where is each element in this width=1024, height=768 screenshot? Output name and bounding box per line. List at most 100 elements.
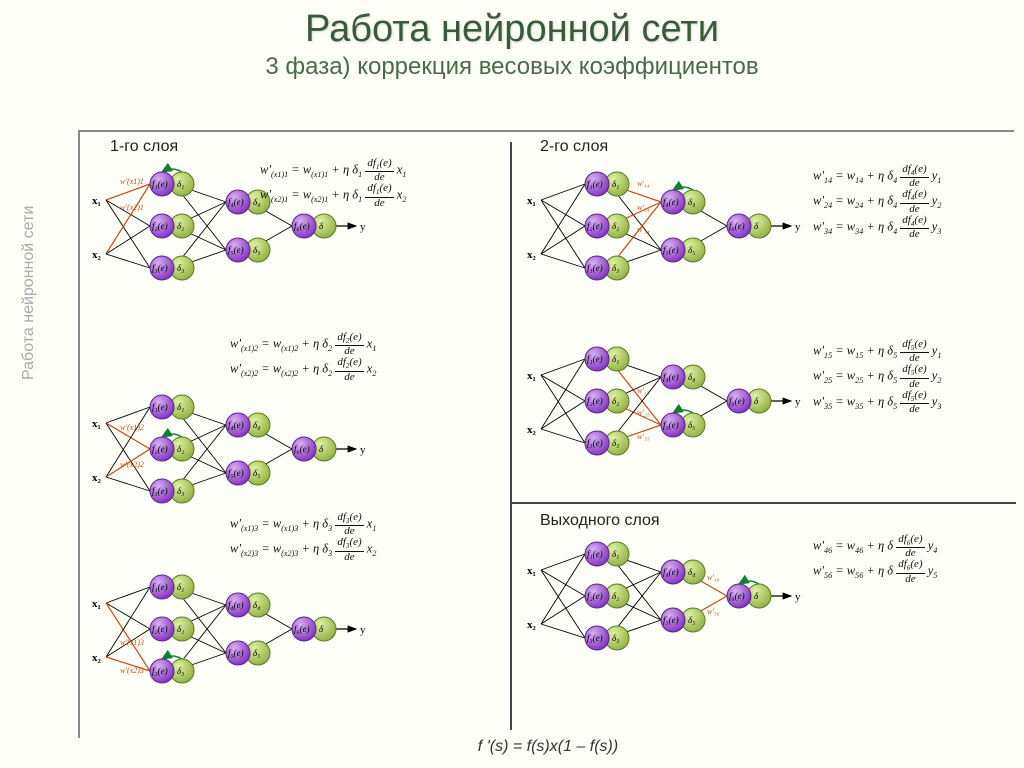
panel-p22: yδ₁δ₂δ₃δ₄δ₅δf₁(e)f₂(e)f₃(e)f₄(e)f₅(e)f₆(…	[525, 337, 1015, 467]
panel-p21: yδ₁δ₂δ₃δ₄δ₅δf₁(e)f₂(e)f₃(e)f₄(e)f₅(e)f₆(…	[525, 162, 1015, 292]
svg-text:f₃(e): f₃(e)	[152, 486, 168, 496]
svg-text:y: y	[795, 396, 801, 408]
svg-text:w'₁₅: w'₁₅	[637, 386, 650, 395]
svg-text:f₆(e): f₆(e)	[729, 396, 745, 406]
svg-text:y: y	[360, 444, 366, 456]
svg-text:y: y	[795, 221, 801, 233]
page-subtitle: 3 фаза) коррекция весовых коэффициентов	[0, 53, 1024, 81]
svg-text:x₂: x₂	[92, 249, 102, 261]
formula-block: w'(x1)2 = w(x1)2 + η δ2 df2(e)de x1w'(x2…	[230, 332, 510, 383]
svg-text:f₄(e): f₄(e)	[228, 197, 244, 207]
svg-text:δ₄: δ₄	[253, 600, 260, 610]
svg-text:f₂(e): f₂(e)	[587, 221, 603, 231]
svg-text:δ₁: δ₁	[612, 354, 619, 364]
svg-text:x₂: x₂	[527, 424, 537, 436]
svg-text:f₂(e): f₂(e)	[587, 591, 603, 601]
network-diagram: yδ₁δ₂δ₃δ₄δ₅δf₁(e)f₂(e)f₃(e)f₄(e)f₅(e)f₆(…	[90, 385, 370, 515]
page-title: Работа нейронной сети	[0, 8, 1024, 51]
svg-text:f₅(e): f₅(e)	[228, 245, 244, 255]
svg-text:f₁(e): f₁(e)	[152, 582, 168, 592]
svg-text:δ₂: δ₂	[177, 221, 184, 231]
formula-block: w'15 = w15 + η δ5 df5(e)de y1w'25 = w25 …	[813, 339, 941, 415]
content-area: 1-го слоя 2-го слоя Выходного слоя yδ₁δ₂…	[80, 132, 1016, 760]
svg-text:f₃(e): f₃(e)	[587, 633, 603, 643]
svg-text:x₁: x₁	[92, 418, 101, 430]
svg-text:δ₂: δ₂	[177, 444, 184, 454]
svg-text:w'(x2)2: w'(x2)2	[120, 460, 144, 469]
svg-text:δ₅: δ₅	[253, 468, 260, 478]
svg-text:x₁: x₁	[92, 195, 101, 207]
svg-text:f₁(e): f₁(e)	[587, 354, 603, 364]
formula-block: w'(x1)3 = w(x1)3 + η δ3 df3(e)de x1w'(x2…	[230, 512, 510, 563]
svg-text:δ₃: δ₃	[177, 666, 184, 676]
horizontal-divider	[512, 502, 1016, 504]
column1-label: 1-го слоя	[110, 138, 178, 156]
svg-text:f₄(e): f₄(e)	[663, 567, 679, 577]
svg-text:x₁: x₁	[527, 370, 536, 382]
svg-text:x₂: x₂	[92, 472, 102, 484]
svg-text:δ₄: δ₄	[253, 420, 260, 430]
svg-text:δ₃: δ₃	[177, 263, 184, 273]
svg-text:δ₃: δ₃	[612, 633, 619, 643]
svg-text:δ₄: δ₄	[688, 567, 695, 577]
svg-text:w'(x1)1: w'(x1)1	[120, 177, 144, 186]
svg-text:f₁(e): f₁(e)	[152, 179, 168, 189]
svg-text:f₄(e): f₄(e)	[228, 600, 244, 610]
svg-text:f₆(e): f₆(e)	[294, 624, 310, 634]
network-diagram: yδ₁δ₂δ₃δ₄δ₅δf₁(e)f₂(e)f₃(e)f₄(e)f₅(e)f₆(…	[525, 532, 805, 662]
svg-text:δ₂: δ₂	[612, 396, 619, 406]
svg-text:f₁(e): f₁(e)	[587, 549, 603, 559]
formula-block: w'(x1)1 = w(x1)1 + η δ1 df1(e)de x1w'(x2…	[260, 158, 406, 209]
svg-text:δ₁: δ₁	[177, 582, 184, 592]
svg-text:x₁: x₁	[527, 195, 536, 207]
svg-text:w'(x1)3: w'(x1)3	[120, 638, 144, 647]
svg-text:w'₂₄: w'₂₄	[637, 203, 650, 212]
svg-text:y: y	[360, 221, 366, 233]
side-label: Работа нейронной сети	[20, 206, 38, 380]
svg-text:δ₁: δ₁	[177, 179, 184, 189]
svg-text:f₃(e): f₃(e)	[152, 666, 168, 676]
svg-text:f₁(e): f₁(e)	[152, 402, 168, 412]
svg-text:δ₂: δ₂	[612, 221, 619, 231]
svg-text:f₆(e): f₆(e)	[294, 444, 310, 454]
svg-text:y: y	[795, 591, 801, 603]
svg-text:f₂(e): f₂(e)	[587, 396, 603, 406]
footer-formula: f '(s) = f(s)x(1 – f(s))	[80, 738, 1016, 756]
svg-text:w'₁₄: w'₁₄	[637, 179, 650, 188]
svg-text:f₃(e): f₃(e)	[587, 438, 603, 448]
svg-text:f₃(e): f₃(e)	[152, 263, 168, 273]
svg-text:f₄(e): f₄(e)	[663, 372, 679, 382]
svg-text:δ₁: δ₁	[177, 402, 184, 412]
svg-text:w'₃₄: w'₃₄	[637, 225, 650, 234]
svg-text:δ₃: δ₃	[612, 438, 619, 448]
panel-p3: yδ₁δ₂δ₃δ₄δ₅δf₁(e)f₂(e)f₃(e)f₄(e)f₅(e)f₆(…	[525, 532, 1015, 662]
network-diagram: yδ₁δ₂δ₃δ₄δ₅δf₁(e)f₂(e)f₃(e)f₄(e)f₅(e)f₆(…	[525, 162, 805, 292]
svg-text:f₆(e): f₆(e)	[729, 591, 745, 601]
svg-text:f₂(e): f₂(e)	[152, 221, 168, 231]
svg-text:f₆(e): f₆(e)	[729, 221, 745, 231]
svg-text:f₁(e): f₁(e)	[587, 179, 603, 189]
svg-text:f₅(e): f₅(e)	[663, 245, 679, 255]
svg-text:δ₅: δ₅	[253, 648, 260, 658]
svg-text:w'₂₅: w'₂₅	[637, 408, 650, 417]
svg-text:δ₄: δ₄	[688, 197, 695, 207]
svg-text:w'(x2)3: w'(x2)3	[120, 666, 144, 675]
svg-text:δ₃: δ₃	[612, 263, 619, 273]
svg-text:f₅(e): f₅(e)	[663, 420, 679, 430]
slide: Работа нейронной сети 3 фаза) коррекция …	[0, 0, 1024, 768]
svg-text:δ₁: δ₁	[612, 549, 619, 559]
svg-text:f₄(e): f₄(e)	[663, 197, 679, 207]
svg-text:f₄(e): f₄(e)	[228, 420, 244, 430]
svg-text:w'₃₅: w'₃₅	[637, 432, 650, 441]
output-label: Выходного слоя	[540, 512, 660, 530]
svg-text:x₁: x₁	[92, 598, 101, 610]
svg-text:f₃(e): f₃(e)	[587, 263, 603, 273]
svg-text:x₂: x₂	[92, 652, 102, 664]
svg-text:w'(x1)2: w'(x1)2	[120, 423, 144, 432]
svg-text:w'(x2)1: w'(x2)1	[120, 203, 144, 212]
svg-text:δ₅: δ₅	[688, 420, 695, 430]
network-diagram: yδ₁δ₂δ₃δ₄δ₅δf₁(e)f₂(e)f₃(e)f₄(e)f₅(e)f₆(…	[525, 337, 805, 467]
svg-text:x₁: x₁	[527, 565, 536, 577]
formula-block: w'14 = w14 + η δ4 df4(e)de y1w'24 = w24 …	[813, 164, 941, 240]
svg-text:δ₃: δ₃	[177, 486, 184, 496]
